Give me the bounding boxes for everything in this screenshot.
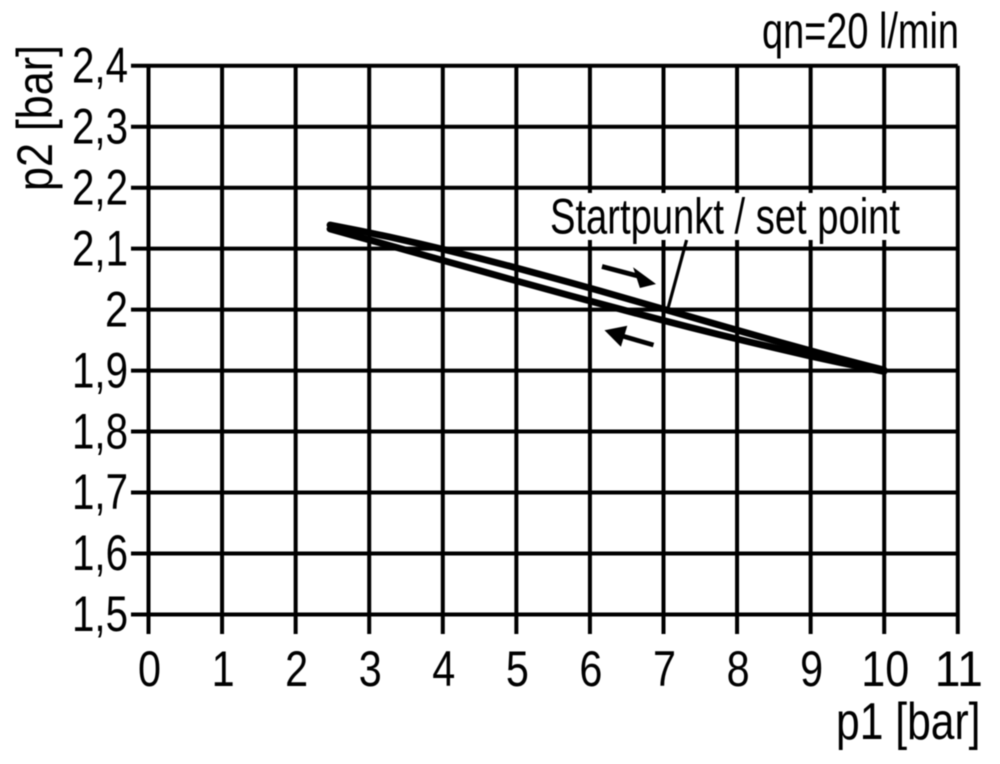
svg-text:1,8: 1,8 bbox=[72, 403, 128, 459]
svg-text:4: 4 bbox=[432, 641, 455, 697]
svg-text:2,1: 2,1 bbox=[72, 220, 128, 276]
svg-text:p1 [bar]: p1 [bar] bbox=[836, 692, 981, 750]
svg-text:10: 10 bbox=[861, 641, 909, 697]
svg-text:1,5: 1,5 bbox=[72, 586, 128, 642]
svg-text:1,7: 1,7 bbox=[72, 464, 128, 520]
svg-text:2,3: 2,3 bbox=[72, 99, 128, 155]
svg-text:1: 1 bbox=[212, 641, 235, 697]
svg-text:0: 0 bbox=[138, 641, 161, 697]
svg-text:9: 9 bbox=[800, 641, 823, 697]
svg-text:5: 5 bbox=[506, 641, 529, 697]
svg-text:1,6: 1,6 bbox=[72, 525, 128, 581]
svg-text:2: 2 bbox=[285, 641, 308, 697]
svg-text:11: 11 bbox=[935, 641, 983, 697]
svg-text:p2 [bar]: p2 [bar] bbox=[7, 45, 63, 191]
svg-text:6: 6 bbox=[579, 641, 602, 697]
svg-text:Startpunkt / set point: Startpunkt / set point bbox=[550, 188, 900, 244]
svg-text:2,4: 2,4 bbox=[72, 38, 128, 94]
svg-text:qn=20 l/min: qn=20 l/min bbox=[762, 3, 959, 59]
svg-text:8: 8 bbox=[727, 641, 750, 697]
svg-text:3: 3 bbox=[359, 641, 382, 697]
svg-text:2: 2 bbox=[105, 281, 128, 337]
svg-text:7: 7 bbox=[653, 641, 676, 697]
svg-text:1,9: 1,9 bbox=[72, 342, 128, 398]
svg-text:2,2: 2,2 bbox=[72, 159, 128, 215]
